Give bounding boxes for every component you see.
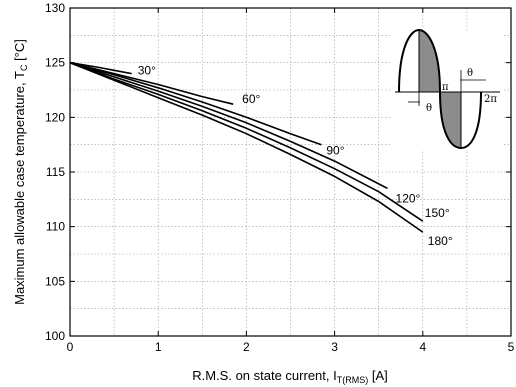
y-tick-label: 110	[46, 220, 65, 234]
y-tick-label: 100	[45, 329, 65, 343]
y-axis-title: Maximum allowable case temperature, TC […	[12, 39, 29, 305]
inset-waveform-outline	[398, 28, 482, 150]
y-tick-label: 115	[46, 165, 65, 179]
inset-label-2pi: 2π	[484, 94, 497, 105]
series-label: 180°	[428, 234, 453, 248]
y-tick-label: 105	[45, 274, 65, 288]
series-line	[69, 61, 132, 75]
series-line	[69, 61, 424, 222]
x-tick-label: 0	[67, 340, 74, 354]
series-label: 60°	[242, 92, 260, 106]
curve-labels: 30° 60° 90° 120° 150° 180°	[138, 64, 453, 249]
series-line	[69, 61, 322, 146]
x-axis-title: R.M.S. on state current, IT(RMS) [A]	[192, 368, 388, 385]
inset-label-pi: π	[442, 82, 449, 93]
inset-label-theta-2: θ	[467, 68, 473, 79]
series-label: 90°	[326, 144, 344, 158]
series	[69, 61, 424, 233]
x-tick-label: 3	[331, 340, 338, 354]
ticks: 0 1 2 3 4 5 100 105 110 115 120 125 130	[45, 1, 515, 354]
series-label: 30°	[138, 64, 156, 78]
y-tick-label: 130	[45, 1, 65, 15]
x-tick-label: 2	[243, 340, 250, 354]
series-label: 120°	[396, 191, 421, 205]
x-tick-label: 1	[155, 340, 162, 354]
y-tick-label: 120	[45, 110, 65, 124]
series-line	[69, 61, 388, 190]
series-label: 150°	[425, 206, 450, 220]
x-tick-label: 5	[508, 340, 515, 354]
series-line	[69, 61, 424, 233]
x-tick-label: 4	[419, 340, 426, 354]
inset-label-theta-1: θ	[426, 103, 432, 114]
waveform-inset: θ π θ 2π	[390, 28, 502, 150]
y-tick-label: 125	[45, 56, 65, 70]
